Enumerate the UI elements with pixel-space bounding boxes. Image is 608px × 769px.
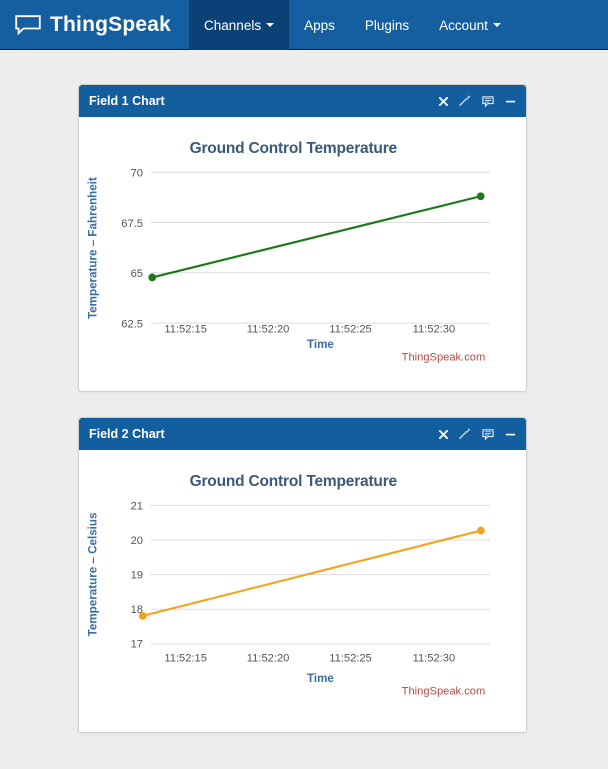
svg-text:ThingSpeak.com: ThingSpeak.com xyxy=(402,686,486,698)
svg-text:11:52:25: 11:52:25 xyxy=(329,323,372,335)
svg-text:19: 19 xyxy=(131,570,143,582)
svg-text:11:52:25: 11:52:25 xyxy=(329,653,372,665)
svg-text:65: 65 xyxy=(131,268,143,280)
svg-text:11:52:30: 11:52:30 xyxy=(413,653,456,665)
svg-text:Time: Time xyxy=(307,338,334,351)
svg-text:11:52:15: 11:52:15 xyxy=(164,653,207,665)
svg-text:21: 21 xyxy=(131,500,143,512)
svg-text:Temperature – Celsius: Temperature – Celsius xyxy=(86,513,99,637)
svg-text:Ground Control Temperature: Ground Control Temperature xyxy=(190,473,398,490)
svg-text:17: 17 xyxy=(131,639,143,651)
svg-text:62.5: 62.5 xyxy=(121,319,143,331)
svg-text:Temperature – Fahrenheit: Temperature – Fahrenheit xyxy=(86,177,99,319)
svg-text:11:52:30: 11:52:30 xyxy=(413,323,456,335)
svg-text:70: 70 xyxy=(131,167,143,179)
svg-text:11:52:20: 11:52:20 xyxy=(247,653,290,665)
svg-text:ThingSpeak.com: ThingSpeak.com xyxy=(402,352,486,364)
svg-text:11:52:15: 11:52:15 xyxy=(164,323,207,335)
svg-text:11:52:20: 11:52:20 xyxy=(247,323,290,335)
svg-text:Time: Time xyxy=(307,672,334,685)
svg-text:67.5: 67.5 xyxy=(121,218,143,230)
svg-text:20: 20 xyxy=(131,535,143,547)
svg-text:Ground Control Temperature: Ground Control Temperature xyxy=(190,140,398,157)
